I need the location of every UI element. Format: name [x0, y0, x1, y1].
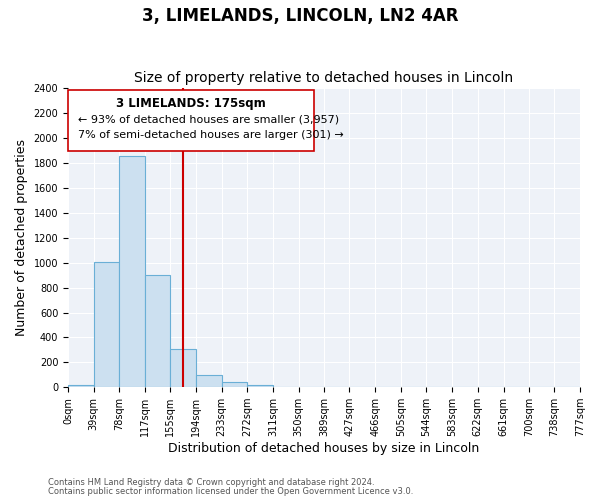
FancyBboxPatch shape [68, 90, 314, 151]
Text: Contains public sector information licensed under the Open Government Licence v3: Contains public sector information licen… [48, 486, 413, 496]
Bar [170, 350, 196, 387]
Title: Size of property relative to detached houses in Lincoln: Size of property relative to detached ho… [134, 70, 514, 85]
Text: Contains HM Land Registry data © Crown copyright and database right 2024.: Contains HM Land Registry data © Crown c… [48, 478, 374, 487]
Text: ← 93% of detached houses are smaller (3,957): ← 93% of detached houses are smaller (3,… [78, 114, 340, 124]
Bar [145, 275, 170, 387]
Bar [196, 375, 221, 387]
Bar [247, 384, 273, 387]
Text: 7% of semi-detached houses are larger (301) →: 7% of semi-detached houses are larger (3… [78, 130, 344, 140]
Y-axis label: Number of detached properties: Number of detached properties [15, 140, 28, 336]
X-axis label: Distribution of detached houses by size in Lincoln: Distribution of detached houses by size … [169, 442, 479, 455]
Bar [221, 382, 247, 387]
Bar [119, 156, 145, 387]
Bar [68, 384, 94, 387]
Bar [94, 262, 119, 387]
Text: 3 LIMELANDS: 175sqm: 3 LIMELANDS: 175sqm [116, 98, 266, 110]
Text: 3, LIMELANDS, LINCOLN, LN2 4AR: 3, LIMELANDS, LINCOLN, LN2 4AR [142, 8, 458, 26]
